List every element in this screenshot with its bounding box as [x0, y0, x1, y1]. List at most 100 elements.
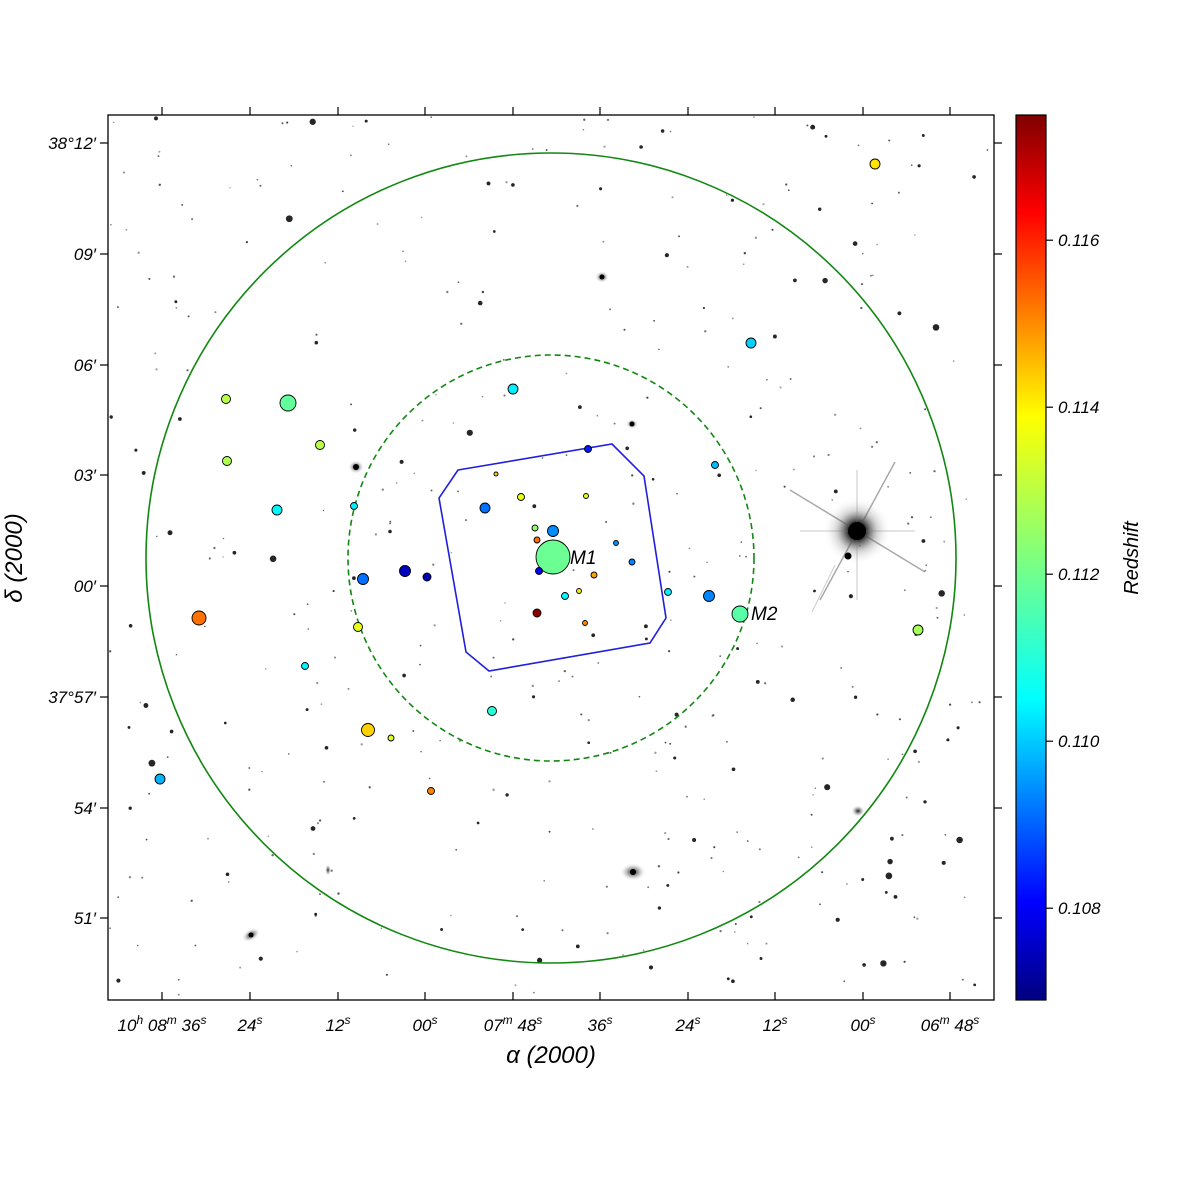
sky-star [565, 454, 568, 456]
sky-star [814, 787, 817, 789]
sky-star [548, 780, 551, 783]
sky-star [316, 681, 319, 685]
sky-star [399, 459, 404, 464]
colorbar-label: Redshift [1121, 520, 1143, 595]
sky-star [755, 679, 760, 684]
sky-star [609, 751, 612, 754]
galaxy-marker [191, 610, 207, 626]
sky-star [669, 742, 672, 745]
sky-star [389, 522, 391, 525]
sky-star [813, 455, 815, 458]
sky-star [481, 290, 485, 294]
galaxy-marker [535, 567, 543, 575]
sky-star [352, 125, 354, 127]
sky-star [923, 800, 927, 804]
sky-star [972, 175, 976, 179]
sky-star [655, 770, 658, 773]
sky-star [831, 499, 833, 501]
sky-star [693, 575, 696, 578]
sky-star [452, 422, 455, 424]
sky-star [859, 427, 862, 430]
sky-star [901, 834, 904, 837]
galaxy-marker [532, 608, 542, 618]
sky-star [155, 368, 158, 371]
sky-star [281, 122, 284, 125]
sky-star [876, 243, 878, 246]
sky-star [789, 377, 792, 381]
sky-star [330, 869, 333, 872]
sky-star [653, 319, 656, 322]
sky-star [141, 876, 144, 879]
sky-star [944, 834, 947, 836]
sky-star [177, 993, 180, 996]
galaxy-marker [353, 622, 363, 632]
galaxy-marker [507, 383, 519, 395]
sky-star [320, 703, 323, 705]
sky-star [457, 281, 460, 284]
sky-star [731, 767, 736, 772]
x-tick-label: 10h 08m 36s [118, 1013, 207, 1035]
sky-star [676, 492, 678, 495]
sky-star [404, 260, 407, 263]
sky-star [787, 189, 790, 192]
sky-star [710, 857, 713, 860]
sky-star [286, 121, 289, 124]
sky-star [457, 490, 459, 493]
sky-star [190, 899, 193, 902]
sky-star [389, 520, 392, 523]
sky-star [531, 695, 536, 699]
sky-star [293, 613, 296, 616]
sky-star [376, 223, 379, 225]
sky-star [229, 186, 231, 189]
sky-star [642, 949, 645, 951]
sky-star [565, 372, 568, 375]
sky-star [910, 516, 914, 519]
sky-star [148, 792, 151, 795]
sky-star [736, 831, 738, 833]
sky-star [314, 912, 318, 916]
sky-star [385, 973, 388, 976]
sky-star [686, 265, 689, 268]
sky-star [973, 983, 977, 987]
y-tick-label: 09′ [74, 245, 97, 264]
sky-star [862, 963, 866, 967]
sky-star [901, 753, 904, 756]
sky-star [840, 667, 843, 669]
sky-star [450, 914, 452, 917]
sky-star [580, 713, 583, 716]
sky-star [558, 680, 561, 683]
sky-star [269, 555, 277, 563]
sky-star [402, 250, 404, 253]
sky-star [136, 944, 139, 947]
sky-star [702, 306, 706, 310]
plot-frame [107, 114, 995, 1001]
sky-star [758, 848, 761, 851]
sky-star [924, 408, 927, 411]
sky-star [853, 695, 858, 699]
sky-star [742, 263, 745, 266]
sky-star [684, 725, 687, 728]
sky-star [492, 788, 495, 791]
sky-star [668, 570, 671, 573]
sky-star [285, 215, 293, 223]
sky-star [175, 306, 178, 309]
sky-star [264, 668, 267, 670]
galaxy-marker [561, 592, 569, 600]
sky-star [309, 118, 316, 125]
sky-star [759, 407, 762, 410]
sky-star [432, 563, 435, 566]
x-tick-label: 00s [413, 1013, 438, 1035]
galaxy-marker [628, 558, 636, 566]
galaxy-marker [745, 337, 757, 349]
sky-star [810, 813, 813, 816]
sky-star [350, 609, 353, 612]
sky-star [591, 633, 596, 638]
sky-star [606, 118, 610, 122]
sky-star [758, 900, 761, 904]
sky-star [887, 758, 889, 760]
sky-star [312, 852, 315, 856]
sky-star [360, 743, 363, 746]
sky-star [307, 628, 310, 630]
sky-star [921, 539, 926, 543]
